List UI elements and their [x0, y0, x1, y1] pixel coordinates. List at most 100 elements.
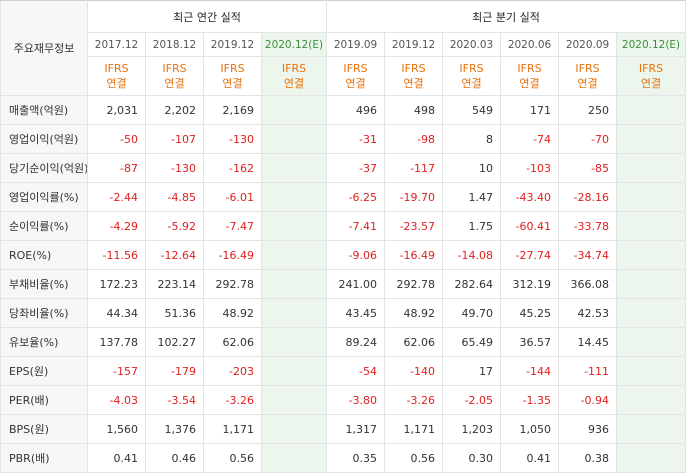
annual-value-cell: 223.14: [145, 269, 204, 299]
table-row: EPS(원) -157 -179 -203 -54 -140 17 -144 -111: [0, 356, 687, 386]
annual-value-cell: -3.26: [203, 385, 262, 415]
quarterly-value-cell: -140: [384, 356, 444, 386]
quarterly-value-cell: -3.26: [384, 385, 444, 415]
standard-consolidated-label: 연결: [222, 77, 243, 90]
quarterly-value-cell: -9.06: [326, 240, 386, 270]
annual-value-cell: 0.56: [203, 443, 262, 473]
quarterly-value-cell: 45.25: [500, 298, 560, 328]
quarterly-value-cell: -103: [500, 153, 560, 183]
standard-ifrs-label: IFRS: [104, 62, 129, 75]
quarterly-value-cell: [616, 182, 687, 212]
quarterly-value-cell: 549: [442, 95, 502, 125]
accounting-standard-header: IFRS 연결: [616, 56, 687, 96]
standard-ifrs-label: IFRS: [281, 62, 307, 75]
quarterly-value-cell: 0.38: [558, 443, 618, 473]
standard-consolidated-label: 연결: [640, 77, 662, 90]
quarterly-value-cell: 312.19: [500, 269, 560, 299]
table-row: 당좌비율(%) 44.34 51.36 48.92 43.45 48.92 49.70 45.…: [0, 298, 687, 328]
annual-value-cell: -4.03: [87, 385, 146, 415]
annual-value-cell: [260, 443, 328, 473]
quarterly-value-cell: [616, 269, 687, 299]
annual-value-cell: [260, 269, 328, 299]
quarterly-value-cell: -37: [326, 153, 386, 183]
quarterly-value-cell: -34.74: [558, 240, 618, 270]
annual-value-cell: [260, 240, 328, 270]
row-header-title: 주요재무정보: [0, 0, 88, 96]
standard-consolidated-label: 연결: [164, 77, 185, 90]
standard-ifrs-label: IFRS: [220, 62, 245, 75]
quarterly-value-cell: -16.49: [384, 240, 444, 270]
quarterly-value-cell: 36.57: [500, 327, 560, 357]
standard-consolidated-label: 연결: [403, 77, 424, 90]
quarterly-value-cell: [616, 95, 687, 125]
row-label: 유보율(%): [0, 327, 88, 357]
quarterly-value-cell: 0.41: [500, 443, 560, 473]
annual-value-cell: -4.29: [87, 211, 146, 241]
quarterly-value-cell: 292.78: [384, 269, 444, 299]
annual-value-cell: [260, 356, 328, 386]
quarterly-value-cell: 936: [558, 414, 618, 444]
row-label: 당좌비율(%): [0, 298, 88, 328]
quarterly-value-cell: 65.49: [442, 327, 502, 357]
quarterly-value-cell: -111: [558, 356, 618, 386]
quarterly-value-cell: 496: [326, 95, 386, 125]
row-label: EPS(원): [0, 356, 88, 386]
quarterly-value-cell: [616, 443, 687, 473]
annual-value-cell: -4.85: [145, 182, 204, 212]
quarterly-value-cell: 282.64: [442, 269, 502, 299]
annual-value-cell: -130: [145, 153, 204, 183]
standard-consolidated-label: 연결: [519, 77, 540, 90]
standard-consolidated-label: 연결: [461, 77, 482, 90]
annual-value-cell: 2,202: [145, 95, 204, 125]
annual-value-cell: 0.46: [145, 443, 204, 473]
quarterly-value-cell: 0.56: [384, 443, 444, 473]
row-label: 순이익률(%): [0, 211, 88, 241]
quarterly-period-header: 2020.09: [558, 32, 618, 57]
quarterly-value-cell: -31: [326, 124, 386, 154]
quarterly-value-cell: -2.05: [442, 385, 502, 415]
annual-group-title: 최근 연간 실적: [86, 0, 328, 33]
quarterly-value-cell: 0.30: [442, 443, 502, 473]
annual-value-cell: [260, 414, 328, 444]
standard-ifrs-label: IFRS: [343, 62, 368, 75]
annual-value-cell: [260, 95, 328, 125]
row-label: 영업이익(억원): [0, 124, 88, 154]
annual-value-cell: [260, 298, 328, 328]
quarterly-value-cell: 8: [442, 124, 502, 154]
accounting-standard-header: IFRS 연결: [203, 56, 262, 96]
quarterly-value-cell: -43.40: [500, 182, 560, 212]
row-label: 매출액(억원): [0, 95, 88, 125]
accounting-standard-header: IFRS 연결: [87, 56, 146, 96]
row-label: PER(배): [0, 385, 88, 415]
standard-ifrs-label: IFRS: [401, 62, 426, 75]
quarterly-value-cell: 366.08: [558, 269, 618, 299]
quarterly-value-cell: 1.47: [442, 182, 502, 212]
quarterly-value-cell: 1,171: [384, 414, 444, 444]
quarterly-period-header: 2020.03: [442, 32, 502, 57]
annual-value-cell: -107: [145, 124, 204, 154]
quarterly-value-cell: [616, 414, 687, 444]
table-row: PER(배) -4.03 -3.54 -3.26 -3.80 -3.26 -2.05 -1.3…: [0, 385, 687, 415]
quarterly-value-cell: -28.16: [558, 182, 618, 212]
quarterly-value-cell: [616, 240, 687, 270]
standard-consolidated-label: 연결: [577, 77, 598, 90]
annual-value-cell: -87: [87, 153, 146, 183]
quarterly-value-cell: [616, 356, 687, 386]
standard-ifrs-label: IFRS: [575, 62, 600, 75]
quarterly-value-cell: -1.35: [500, 385, 560, 415]
annual-value-cell: -50: [87, 124, 146, 154]
quarterly-value-cell: [616, 327, 687, 357]
accounting-standard-header: IFRS 연결: [384, 56, 444, 96]
quarterly-value-cell: [616, 153, 687, 183]
table-row: PBR(배) 0.41 0.46 0.56 0.35 0.56 0.30 0.41 0.38: [0, 443, 687, 473]
quarterly-value-cell: 250: [558, 95, 618, 125]
annual-value-cell: -130: [203, 124, 262, 154]
annual-value-cell: -7.47: [203, 211, 262, 241]
quarterly-value-cell: -0.94: [558, 385, 618, 415]
quarterly-period-header: 2019.09: [326, 32, 386, 57]
annual-value-cell: 1,376: [145, 414, 204, 444]
standard-consolidated-label: 연결: [345, 77, 366, 90]
annual-value-cell: -179: [145, 356, 204, 386]
quarterly-value-cell: -23.57: [384, 211, 444, 241]
annual-period-header: 2019.12: [203, 32, 262, 57]
